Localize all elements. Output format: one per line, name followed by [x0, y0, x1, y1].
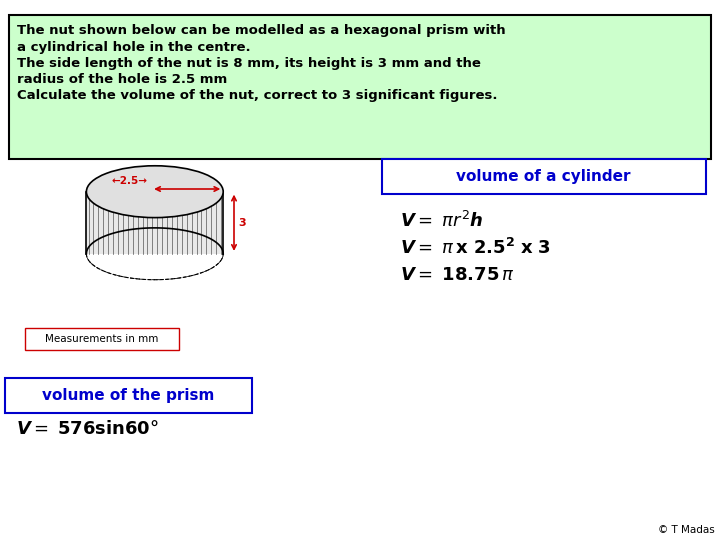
- FancyBboxPatch shape: [25, 328, 179, 350]
- FancyBboxPatch shape: [382, 159, 706, 194]
- Text: Measurements in mm: Measurements in mm: [45, 334, 158, 344]
- Text: ←2.5→: ←2.5→: [112, 176, 148, 186]
- Text: The nut shown below can be modelled as a hexagonal prism with: The nut shown below can be modelled as a…: [17, 24, 506, 37]
- Text: © T Madas: © T Madas: [658, 524, 715, 535]
- Text: $\bfit{V}$$=\ \mathbf{18.75}\,\pi$: $\bfit{V}$$=\ \mathbf{18.75}\,\pi$: [400, 266, 514, 284]
- FancyBboxPatch shape: [9, 15, 711, 159]
- Polygon shape: [86, 192, 223, 254]
- Text: volume of the prism: volume of the prism: [42, 388, 215, 403]
- Text: $\bfit{V}$$=\ \pi r^2\bfit{h}$: $\bfit{V}$$=\ \pi r^2\bfit{h}$: [400, 211, 483, 231]
- Text: The side length of the nut is 8 mm, its height is 3 mm and the: The side length of the nut is 8 mm, its …: [17, 57, 481, 70]
- FancyBboxPatch shape: [5, 378, 252, 413]
- Ellipse shape: [86, 166, 223, 218]
- Text: 3: 3: [238, 218, 246, 228]
- Text: Calculate the volume of the nut, correct to 3 significant figures.: Calculate the volume of the nut, correct…: [17, 89, 498, 102]
- Text: a cylindrical hole in the centre.: a cylindrical hole in the centre.: [17, 40, 251, 53]
- Text: $\bfit{V}$$=\ \mathbf{576sin60°}$: $\bfit{V}$$=\ \mathbf{576sin60°}$: [16, 420, 159, 438]
- Text: volume of a cylinder: volume of a cylinder: [456, 170, 631, 184]
- Text: radius of the hole is 2.5 mm: radius of the hole is 2.5 mm: [17, 73, 228, 86]
- Text: $\bfit{V}$$=\ \pi\,\mathbf{x\ 2.5}^{\mathbf{2}}\mathbf{\ x\ 3}$: $\bfit{V}$$=\ \pi\,\mathbf{x\ 2.5}^{\mat…: [400, 238, 550, 258]
